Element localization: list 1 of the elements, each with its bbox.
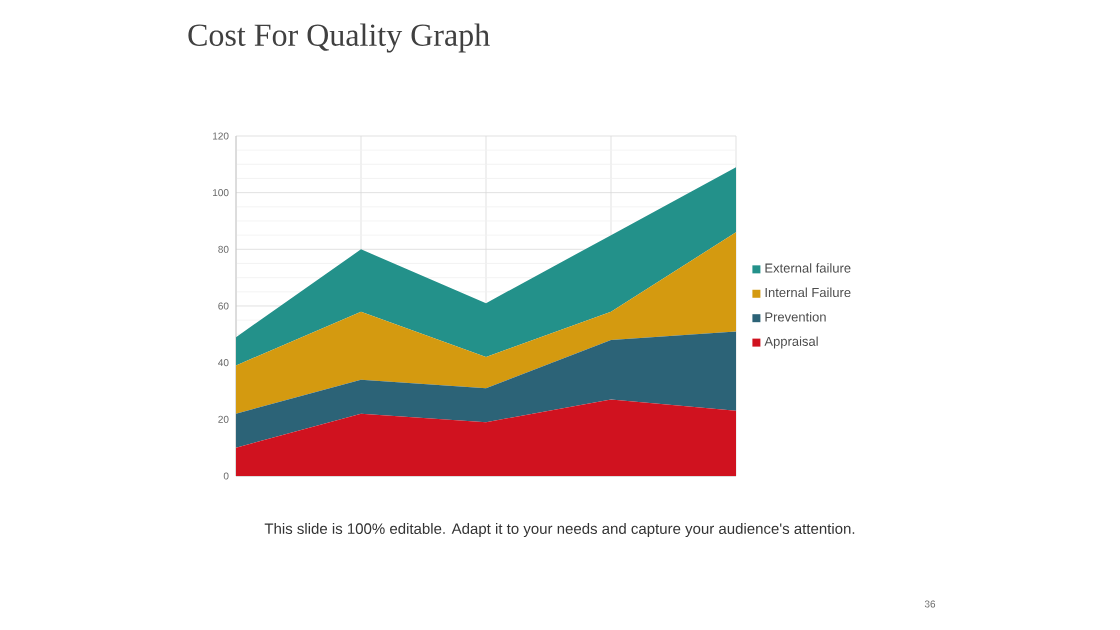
chart-title: Cost For Quality Graph bbox=[188, 23, 490, 53]
